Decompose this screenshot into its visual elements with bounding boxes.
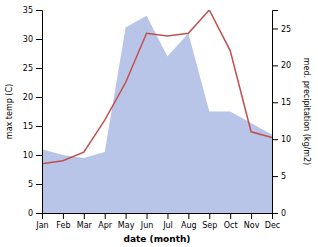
x-tick-label: Jan [35,221,48,230]
x-tick-mark [230,213,231,219]
x-tick-label: Apr [98,221,113,230]
plot: JanFebMarAprMayJunJulAugSepOctNovDec0510… [5,6,311,244]
x-tick-label: Sep [202,221,217,230]
axis-line [273,11,279,214]
x-tick-mark [126,213,127,219]
y2-tick-label: 15 [281,98,291,107]
y-tick-label: 0 [28,209,33,218]
y2-axis-title: med. precipitation (kg/m2) [302,58,311,165]
x-tick: Nov [244,213,260,230]
x-tick-label: Jun [140,221,154,230]
area [42,16,272,213]
x-tick: Feb [56,213,70,230]
x-tick-mark [251,213,252,219]
y-tick: 10 [23,151,42,160]
x-tick: May [118,213,135,230]
x-tick: Apr [98,213,113,230]
y2-tick-label: 25 [281,25,291,34]
y-tick: 35 [23,6,42,15]
y-tick-mark [36,213,42,214]
x-tick-label: Dec [265,221,280,230]
chart: JanFebMarAprMayJunJulAugSepOctNovDec0510… [0,0,318,247]
line [42,10,272,164]
y2-tick-mark [272,176,278,177]
y2-axis: 0 5 10 15 20 25 [272,11,291,219]
x-tick-mark [84,213,85,219]
y2-tick-label: 10 [281,135,291,144]
y2-tick-mark [272,102,278,103]
y-tick-mark [36,126,42,127]
y-axis: 0 5 10 15 20 25 30 35 [23,6,43,218]
marks [42,10,272,213]
y2-tick: 5 [272,172,286,181]
x-tick: Jul [162,213,173,230]
y-tick-label: 30 [23,35,33,44]
y-tick-mark [36,97,42,98]
x-tick-label: Nov [244,221,260,230]
x-tick-label: Aug [181,221,197,230]
x-tick-mark [167,213,168,219]
x-tick: Oct [224,213,238,230]
y2-tick-label: 5 [281,172,286,181]
y2-tick-label: 0 [281,209,286,218]
y2-tick-mark [272,213,278,214]
y2-tick-label: 20 [281,61,291,70]
y-tick-label: 15 [23,122,33,131]
y2-tick-mark [272,139,278,140]
x-tick-label: Jul [162,221,173,230]
y2-tick: 25 [272,25,291,34]
x-tick-label: Mar [77,221,93,230]
x-tick: Mar [77,213,93,230]
y2-tick: 15 [272,98,291,107]
x-tick-mark [63,213,64,219]
y-tick-mark [36,68,42,69]
x-tick-mark [188,213,189,219]
y2-tick-mark [272,65,278,66]
x-tick-label: May [118,221,135,230]
axis-line [36,11,43,214]
y2-tick: 10 [272,135,291,144]
x-axis-title: date (month) [124,234,191,244]
y-tick-label: 35 [23,6,33,15]
y-tick: 20 [23,93,42,102]
x-tick: Jan [35,213,48,230]
y-axis-title: max temp (C) [5,84,14,139]
x-tick: Sep [202,213,217,230]
x-tick-mark [209,213,210,219]
y2-tick: 20 [272,61,291,70]
y-tick: 25 [23,64,42,73]
y-tick-mark [36,39,42,40]
axis-line [43,214,273,220]
y-tick-mark [36,155,42,156]
y-tick-mark [36,10,42,11]
y-tick: 5 [28,180,42,189]
y-tick: 30 [23,35,42,44]
y-tick-label: 25 [23,64,33,73]
x-tick-mark [105,213,106,219]
y2-tick: 0 [272,209,286,218]
x-tick-label: Feb [56,221,70,230]
y-tick-label: 20 [23,93,33,102]
x-tick: Jun [140,213,154,230]
y-tick: 0 [28,209,42,218]
x-tick: Dec [265,213,280,230]
x-tick-mark [147,213,148,219]
y-tick-label: 5 [28,180,33,189]
x-tick: Aug [181,213,197,230]
y-tick-label: 10 [23,151,33,160]
y-tick-mark [36,184,42,185]
y-tick: 15 [23,122,42,131]
x-tick-label: Oct [224,221,238,230]
y2-tick-mark [272,28,278,29]
x-axis: Jan Feb Mar Apr May Jun Jul Aug Sep Oct Nov Dec [35,213,280,230]
